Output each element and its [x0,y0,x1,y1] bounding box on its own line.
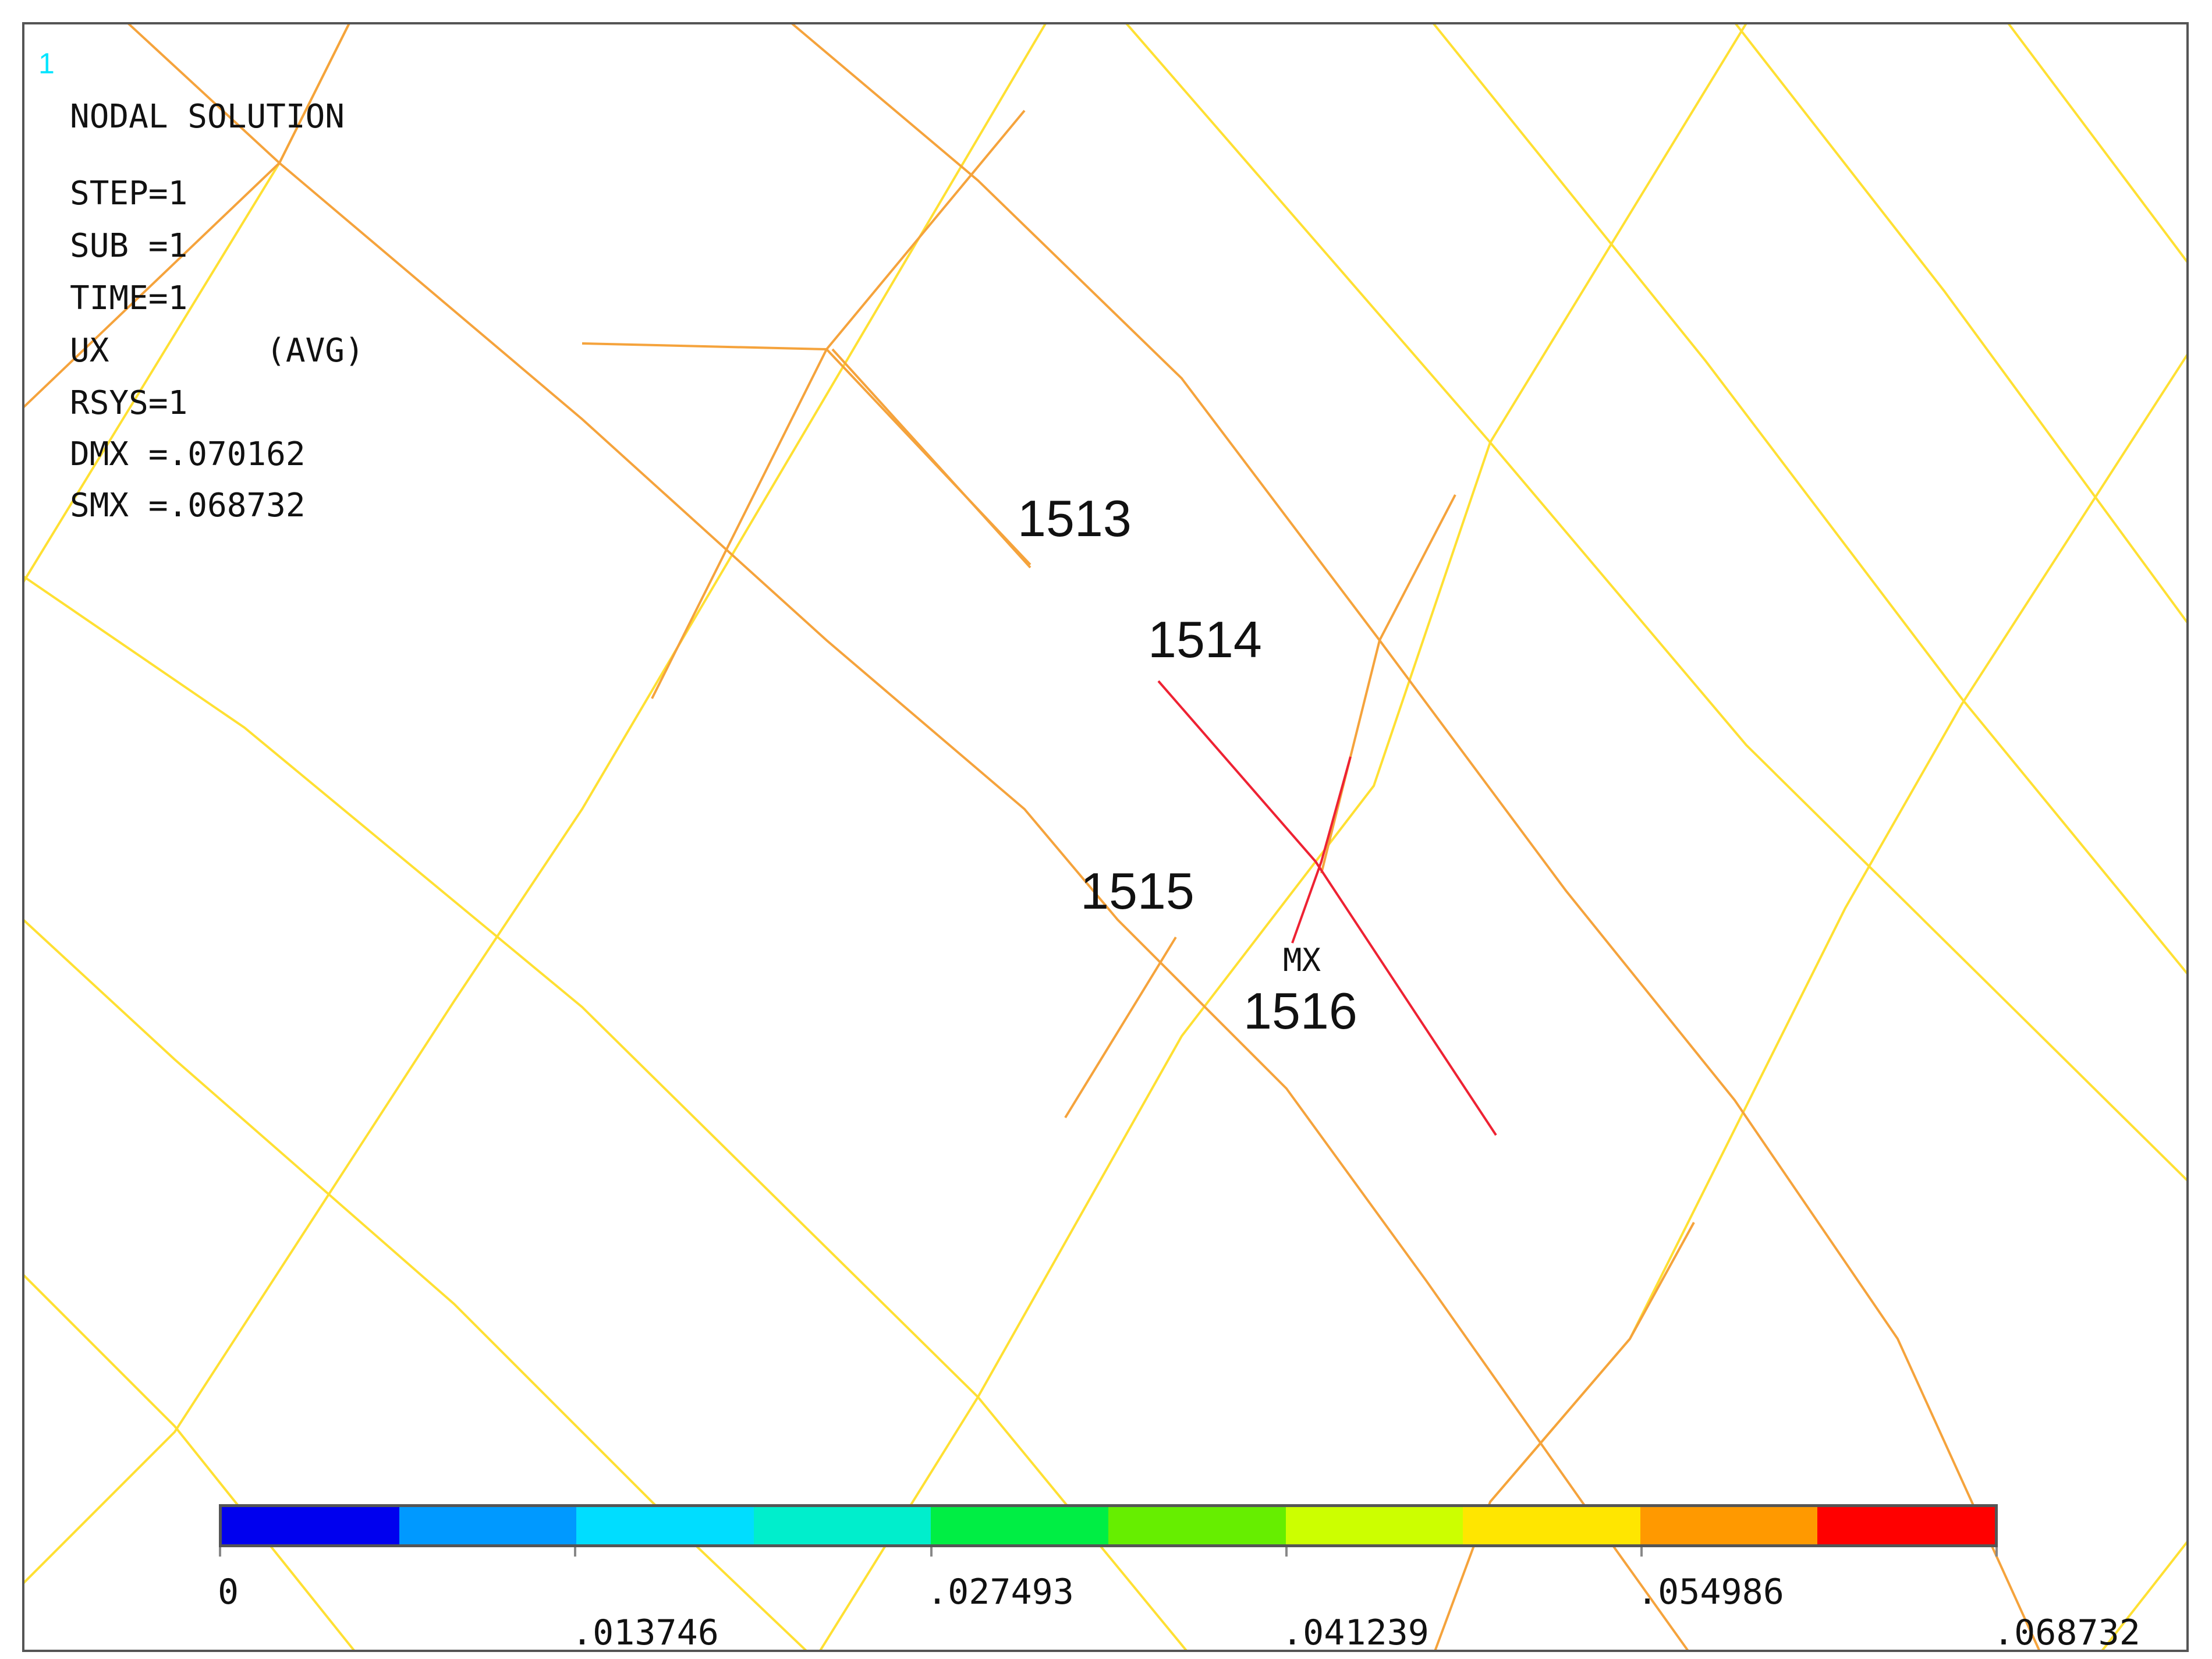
mesh-line-orange [831,348,1031,569]
step-readout: STEP=1 [70,175,188,212]
mesh-line-yellow [24,1274,355,1650]
legend-tick-label: .041239 [1282,1612,1429,1653]
mesh-line-yellow [1433,24,2186,974]
mesh-line-orange [651,109,1026,699]
mesh-line-orange [127,24,1689,1650]
legend-tick-mark [1285,1547,1288,1557]
mesh-line-orange [1064,936,1177,1119]
legend-swatch [1285,1507,1463,1544]
legend-tick-mark [574,1547,576,1557]
mesh-line-yellow [1125,24,2186,1182]
mesh-line-orange [24,24,350,408]
mesh-line-yellow [24,575,1187,1650]
mesh-line-yellow [24,919,807,1650]
color-legend-bar [219,1504,1998,1547]
legend-swatch [1817,1507,1995,1544]
node-label-1513: 1513 [1018,490,1132,547]
legend-tick-mark [1995,1547,1998,1557]
window-number: 1 [38,47,55,80]
mesh-line-yellow [819,24,1747,1650]
mesh-line-yellow [24,24,1047,1584]
legend-tick-mark [219,1547,221,1557]
legend-tick-label: 0 [218,1572,239,1612]
legend-swatch [1108,1507,1286,1544]
plot-frame [22,22,2189,1652]
legend-swatch [576,1507,754,1544]
legend-tick-mark [930,1547,933,1557]
smx-readout: SMX =.068732 [70,487,306,524]
legend-swatch [222,1507,399,1544]
legend-swatch [931,1507,1108,1544]
legend-tick-label: .068732 [1993,1612,2140,1653]
node-label-1516: 1516 [1243,982,1357,1040]
mesh-line-red [1291,756,1352,944]
legend-swatch [1640,1507,1818,1544]
legend-swatch [399,1507,577,1544]
mesh-line-yellow [1735,24,2186,623]
time-readout: TIME=1 [70,279,188,317]
legend-tick-label: .054986 [1637,1572,1784,1612]
legend-swatch [1463,1507,1640,1544]
legend-swatch [753,1507,931,1544]
mesh-line-yellow [2008,24,2186,263]
legend-tick-label: .027493 [927,1572,1074,1612]
node-label-1514: 1514 [1148,611,1262,668]
node-label-1515: 1515 [1080,862,1194,920]
mesh-line-orange [791,24,2040,1650]
quantity-readout: UX (AVG) [70,332,364,370]
mesh-line-orange [1434,1222,1695,1650]
mesh-line-yellow [2101,1541,2186,1650]
legend-tick-label: .013746 [572,1612,719,1653]
solution-title: NODAL SOLUTION [70,98,345,136]
rsys-readout: RSYS=1 [70,384,188,422]
mesh-line-red [1157,680,1497,1136]
dmx-readout: DMX =.070162 [70,435,306,473]
legend-tick-mark [1640,1547,1643,1557]
max-marker-label: MX [1283,942,1321,979]
substep-readout: SUB =1 [70,227,188,265]
